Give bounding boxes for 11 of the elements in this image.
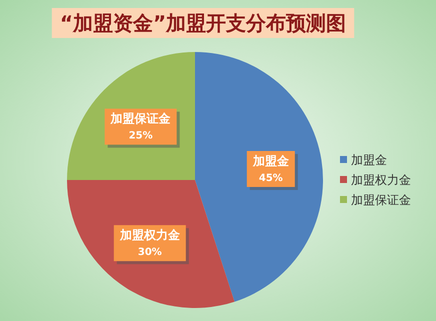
legend-label: 加盟保证金 — [351, 193, 411, 207]
chart-title: “加盟资金”加盟开支分布预测图 — [60, 11, 346, 35]
data-label: 30% — [138, 247, 162, 258]
data-label: 45% — [258, 172, 283, 184]
slice-label: 加盟保证金 — [110, 112, 172, 126]
slice-label: 加盟权力金 — [118, 228, 181, 242]
slice-label: 加盟金 — [252, 154, 290, 168]
legend-label: 加盟金 — [351, 153, 387, 167]
title: “加盟资金”加盟开支分布预测图 — [52, 8, 354, 38]
legend-label: 加盟权力金 — [351, 173, 411, 187]
data-label: 25% — [128, 130, 153, 142]
